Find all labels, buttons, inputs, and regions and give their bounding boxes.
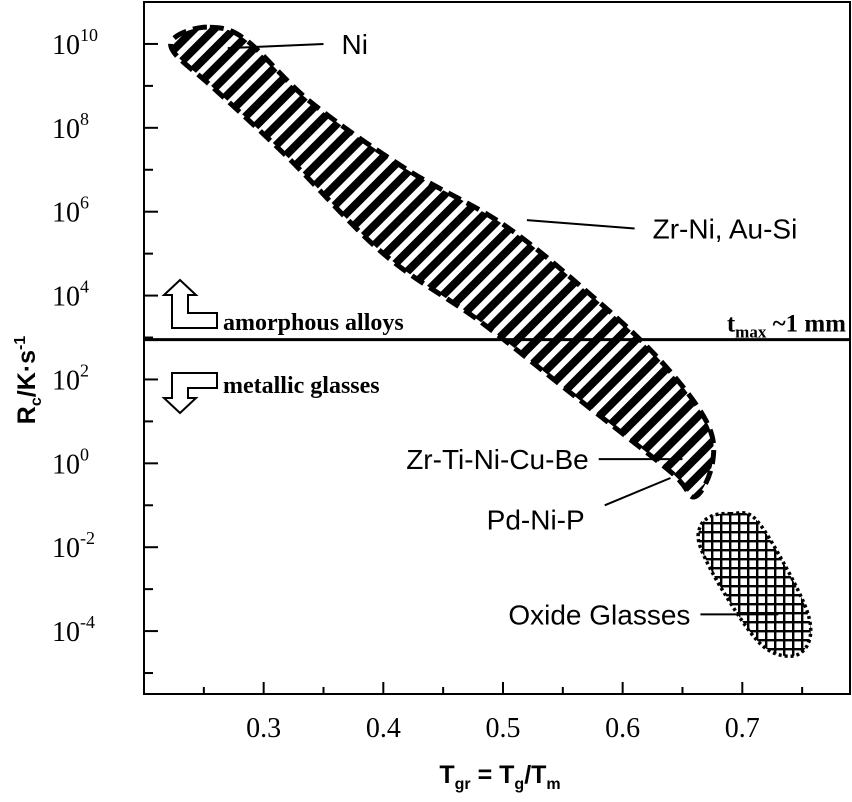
x-tick-label: 0.5 [485,713,520,744]
x-axis: 0.3 0.4 0.5 0.6 0.7 [202,682,804,744]
annotation-label: Ni [341,29,367,60]
annotation-label: Zr-Ti-Ni-Cu-Be [406,444,589,475]
metallic-band-outline [168,24,717,500]
y-tick-label: 1010 [52,25,98,61]
y-axis-label: Rc/K·s-1 [12,336,45,425]
metallic-glasses-arrow: metallic glasses [161,372,380,415]
y-tick-label: 10-4 [52,612,95,648]
x-tick-label: 0.7 [725,713,760,744]
y-tick-label: 108 [52,109,89,145]
y-tick-label: 104 [52,277,89,313]
plot-frame [143,1,851,695]
amorphous-alloys-arrow: amorphous alloys [161,278,404,336]
x-tick-label: 0.3 [246,713,281,744]
metallic-band-region [170,27,714,498]
annotation-label: Pd-Ni-P [487,504,585,535]
regions [168,24,813,659]
annotation-label: Oxide Glasses [508,599,690,630]
y-axis: 1010 108 106 104 102 100 10-2 10-4 [52,1,158,675]
oxide-glasses-region [698,512,811,657]
y-tick-label: 106 [52,193,89,229]
annotation-leader [227,42,324,50]
metallic-glasses-label: metallic glasses [223,373,380,399]
y-tick-label: 10-2 [52,528,95,564]
y-tick-label: 102 [52,360,89,396]
amorphous-alloys-label: amorphous alloys [223,310,404,336]
x-tick-label: 0.6 [605,713,640,744]
annotation-label: Zr-Ni, Au-Si [653,213,798,244]
annotation-leader [604,477,671,507]
y-tick-label: 100 [52,444,89,480]
x-axis-label: Tgr = Tg/Tm [439,761,560,793]
threshold-label: tmax ~1 mm [727,311,846,342]
annotation-leader [526,219,635,230]
x-tick-label: 0.4 [366,713,401,744]
annotations: Ni Zr-Ni, Au-Si Zr-Ti-Ni-Cu-Be Pd-Ni-P Oxide… [227,29,798,630]
